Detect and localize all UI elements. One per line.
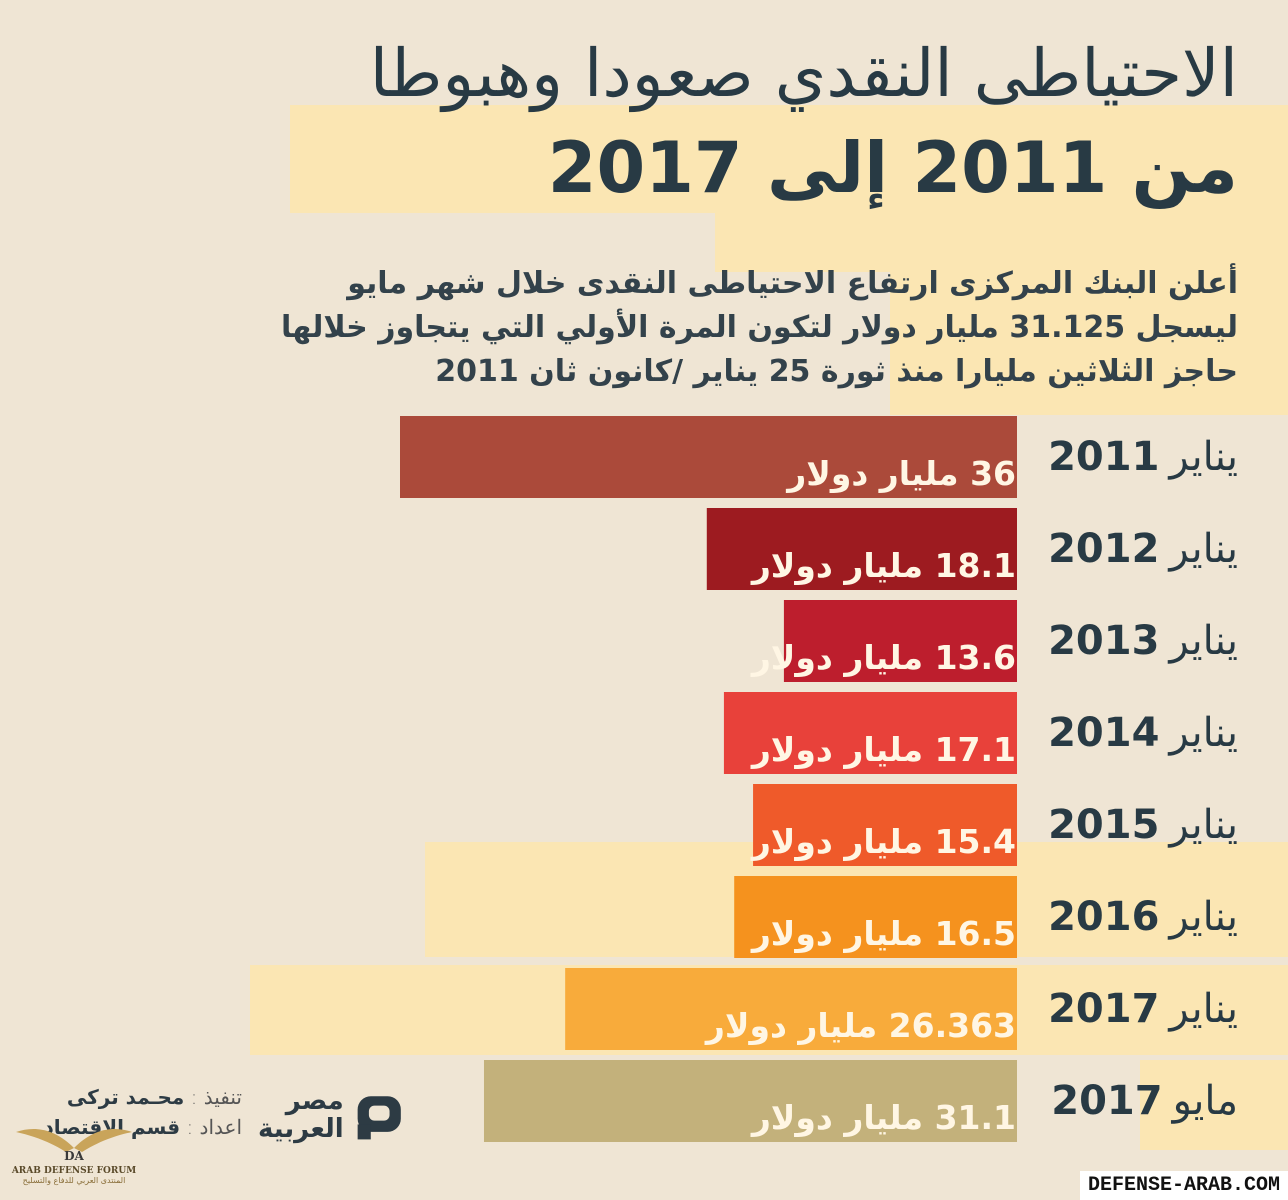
category-label: يناير 2011 (978, 416, 1238, 498)
bar-value-label: 17.1 مليار دولار (751, 730, 1016, 769)
page-title-line1: الاحتياطى النقدي صعودا وهبوطا (369, 35, 1238, 112)
bg-stripe (1140, 1060, 1288, 1150)
watermark: DEFENSE-ARAB.COM (1079, 1171, 1288, 1200)
category-month: يناير (1169, 618, 1238, 664)
credit-execution: تنفيذ : محـمد تركى (30, 1082, 242, 1112)
category-month: يناير (1169, 802, 1238, 848)
bg-stripe (290, 105, 1288, 213)
bar-0 (400, 416, 1017, 498)
category-month: يناير (1169, 986, 1238, 1032)
category-label: يناير 2014 (978, 692, 1238, 774)
category-label: يناير 2016 (978, 876, 1238, 958)
logo-mark-icon (357, 1096, 401, 1140)
arab-defense-forum-badge: DA ARAB DEFENSE FORUM المنتدى العربي للد… (4, 1118, 144, 1198)
bar-value-label: 15.4 مليار دولار (751, 822, 1016, 861)
category-month: يناير (1169, 894, 1238, 940)
category-label: يناير 2013 (978, 600, 1238, 682)
page-title-line2: من 2011 إلى 2017 (547, 127, 1238, 209)
bar-6 (565, 968, 1017, 1050)
bg-stripe (890, 270, 1288, 415)
forum-name: ARAB DEFENSE FORUM (11, 1166, 137, 1176)
bar-2 (783, 600, 1017, 682)
bar-value-label: 36 مليار دولار (787, 454, 1016, 493)
bar-value-label: 13.6 مليار دولار (751, 638, 1016, 677)
category-month: يناير (1169, 526, 1238, 572)
category-year: 2016 (1048, 894, 1160, 940)
bar-4 (753, 784, 1017, 866)
category-year: 2014 (1048, 710, 1160, 756)
category-month: يناير (1169, 710, 1238, 756)
forum-sub: المنتدى العربي للدفاع والتسليح (22, 1176, 126, 1185)
bar-value-label: 18.1 مليار دولار (751, 546, 1016, 585)
credit-execution-key: تنفيذ : (190, 1085, 242, 1109)
bg-stripe (715, 212, 1288, 272)
bar-value-label: 31.1 مليار دولار (751, 1098, 1016, 1137)
subtitle-line: حاجز الثلاثين مليارا منذ ثورة 25 يناير /… (435, 354, 1238, 389)
bar-1 (706, 508, 1017, 590)
credits: تنفيذ : محـمد تركى اعداد : قسم الاقتصاد (30, 1082, 243, 1142)
eagle-wings-icon: DA (16, 1129, 132, 1163)
category-label: مايو 2017 (978, 1060, 1238, 1142)
category-label: يناير 2012 (978, 508, 1238, 590)
subtitle: أعلن البنك المركزى ارتفاع الاحتياطى النق… (281, 262, 1238, 394)
credit-execution-name: محـمد تركى (66, 1085, 185, 1109)
bar-5 (734, 876, 1017, 958)
subtitle-line: ليسجل 31.125 مليار دولار لتكون المرة الأ… (281, 310, 1238, 345)
category-year: 2017 (1048, 986, 1160, 1032)
credit-prep: اعداد : قسم الاقتصاد (30, 1112, 243, 1142)
category-year: 2017 (1051, 1078, 1163, 1124)
masr-alarabia-logo: مصر العربية (258, 1078, 408, 1152)
category-year: 2015 (1048, 802, 1160, 848)
category-month: يناير (1169, 434, 1238, 480)
category-year: 2013 (1048, 618, 1160, 664)
logo-text: مصر العربية (258, 1087, 344, 1143)
bar-3 (723, 692, 1017, 774)
category-label: يناير 2015 (978, 784, 1238, 866)
logo-line2: العربية (258, 1114, 344, 1144)
bar-value-label: 16.5 مليار دولار (751, 914, 1016, 953)
category-month: مايو (1172, 1078, 1238, 1124)
bar-7 (483, 1060, 1017, 1142)
logo-line1: مصر (285, 1086, 344, 1116)
category-label: يناير 2017 (978, 968, 1238, 1050)
category-year: 2012 (1048, 526, 1160, 572)
bar-value-label: 26.363 مليار دولار (705, 1006, 1016, 1045)
forum-badge-text: DA (64, 1149, 84, 1162)
category-year: 2011 (1048, 434, 1160, 480)
subtitle-line: أعلن البنك المركزى ارتفاع الاحتياطى النق… (347, 266, 1238, 301)
credit-prep-key: اعداد : (186, 1115, 242, 1139)
